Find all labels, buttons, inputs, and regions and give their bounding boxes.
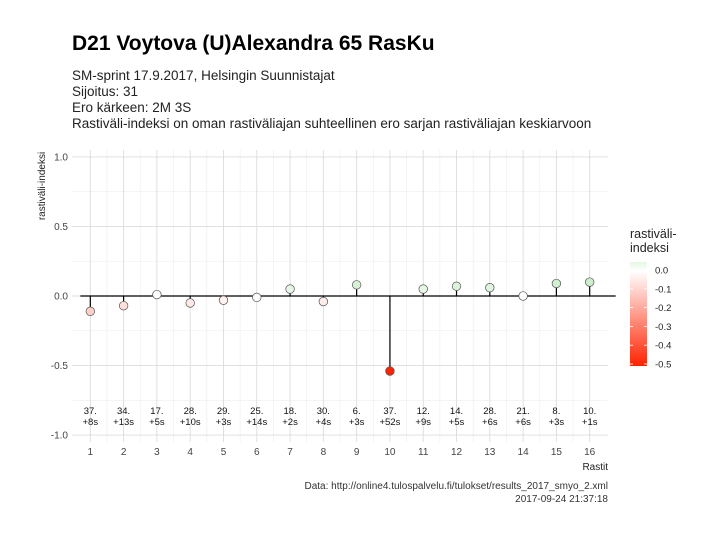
x-tick-label: 8 [321,447,327,458]
legend-title: rastiväli- [630,227,677,241]
control-diff-label: +3s [216,417,232,428]
control-diff-label: +4s [316,417,332,428]
control-rank-label: 8. [552,406,560,417]
x-tick-label: 12 [451,447,463,458]
x-tick-label: 15 [551,447,563,458]
x-tick-label: 2 [121,447,127,458]
legend-colorbar [630,262,647,366]
control-diff-label: +13s [113,417,134,428]
x-tick-label: 3 [154,447,160,458]
legend-tick-label: -0.1 [655,284,671,295]
x-tick-label: 6 [254,447,260,458]
x-tick-label: 9 [354,447,360,458]
control-rank-label: 12. [417,406,430,417]
x-tick-label: 13 [484,447,496,458]
data-point [318,296,329,307]
y-tick-label: -0.5 [51,361,69,372]
control-diff-label: +8s [83,417,99,428]
subtitle-line: SM-sprint 17.9.2017, Helsingin Suunnista… [72,68,335,83]
y-tick-label: 1.0 [54,152,68,163]
control-diff-label: +3s [349,417,365,428]
control-diff-label: +5s [449,417,465,428]
control-diff-label: +52s [380,417,401,428]
control-rank-label: 21. [516,406,529,417]
y-axis-title: rastiväli-indeksi [37,152,48,220]
control-rank-label: 18. [283,406,296,417]
x-tick-label: 4 [187,447,193,458]
control-rank-label: 28. [483,406,496,417]
data-point [285,284,295,294]
control-diff-label: +6s [515,417,531,428]
data-point [451,281,462,291]
control-rank-label: 30. [317,406,330,417]
x-tick-label: 16 [584,447,596,458]
x-axis-title: Rastit [582,462,608,473]
control-diff-label: +10s [180,417,201,428]
source-caption: Data: http://online4.tulospalvelu.fi/tul… [304,481,608,492]
legend-tick-label: -0.3 [655,322,671,333]
data-point [218,295,229,305]
control-rank-label: 14. [450,406,463,417]
control-diff-label: +9s [415,417,431,428]
control-rank-label: 29. [217,406,230,417]
data-point [252,292,262,303]
legend-tick-label: -0.4 [655,341,671,352]
control-rank-label: 28. [184,406,197,417]
legend-title: indeksi [630,241,669,255]
x-tick-label: 10 [384,447,396,458]
data-point [418,284,428,294]
control-diff-label: +6s [482,417,498,428]
data-point [85,306,95,316]
data-point [485,283,495,293]
data-point [551,278,562,289]
legend-tick-label: -0.2 [655,303,671,314]
data-point [518,291,528,301]
data-point [185,298,195,308]
control-rank-label: 6. [353,406,361,417]
legend-tick-label: -0.5 [655,360,671,371]
subtitle-line: Ero kärkeen: 2M 3S [72,100,192,115]
data-point [152,289,162,300]
control-diff-label: +14s [246,417,267,428]
x-tick-label: 7 [287,447,293,458]
y-tick-label: -1.0 [51,431,69,442]
control-rank-label: 37. [84,406,97,417]
control-diff-label: +3s [549,417,565,428]
control-diff-label: +2s [282,417,298,428]
y-tick-label: 0.0 [54,292,68,303]
subtitle-line: Rastiväli-indeksi on oman rastiväliajan … [72,116,592,131]
chart-title: D21 Voytova (U)Alexandra 65 RasKu [72,32,435,55]
control-diff-label: +5s [149,417,165,428]
legend-tick-label: 0.0 [655,266,668,277]
control-rank-label: 10. [583,406,596,417]
x-tick-label: 5 [221,447,227,458]
data-point [585,277,595,287]
control-rank-label: 25. [250,406,263,417]
y-tick-label: 0.5 [54,222,68,233]
timestamp-caption: 2017-09-24 21:37:18 [515,494,608,505]
subtitle-line: Sijoitus: 31 [72,84,139,99]
data-point [385,366,395,376]
data-point [118,301,129,311]
control-rank-label: 37. [383,406,396,417]
control-rank-label: 34. [117,406,130,417]
control-rank-label: 17. [150,406,163,417]
x-tick-label: 14 [518,447,530,458]
x-tick-label: 1 [88,447,94,458]
control-diff-label: +1s [582,417,598,428]
data-point [351,280,362,290]
x-tick-label: 11 [418,447,429,458]
